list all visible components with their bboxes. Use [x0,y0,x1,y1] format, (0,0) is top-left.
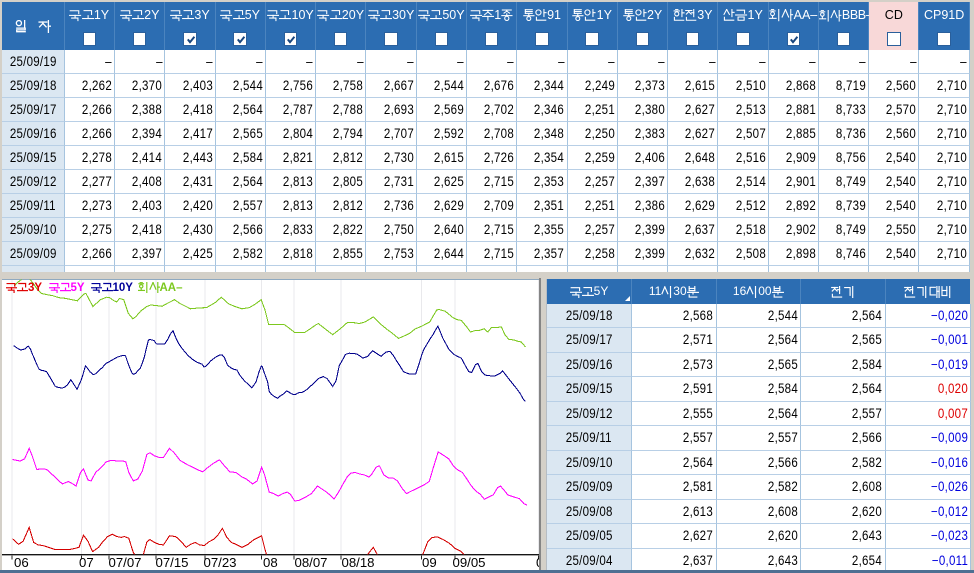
svg-text:08: 08 [263,555,278,570]
svg-text:08/07: 08/07 [295,555,328,570]
svg-text:06: 06 [14,555,29,570]
svg-text:07/07: 07/07 [109,555,142,570]
svg-text:09/05: 09/05 [453,555,486,570]
svg-text:07: 07 [79,555,94,570]
svg-text:09/15: 09/15 [536,555,540,570]
svg-text:08/18: 08/18 [342,555,375,570]
svg-text:09: 09 [422,555,437,570]
svg-text:07/15: 07/15 [156,555,189,570]
svg-text:07/23: 07/23 [204,555,237,570]
